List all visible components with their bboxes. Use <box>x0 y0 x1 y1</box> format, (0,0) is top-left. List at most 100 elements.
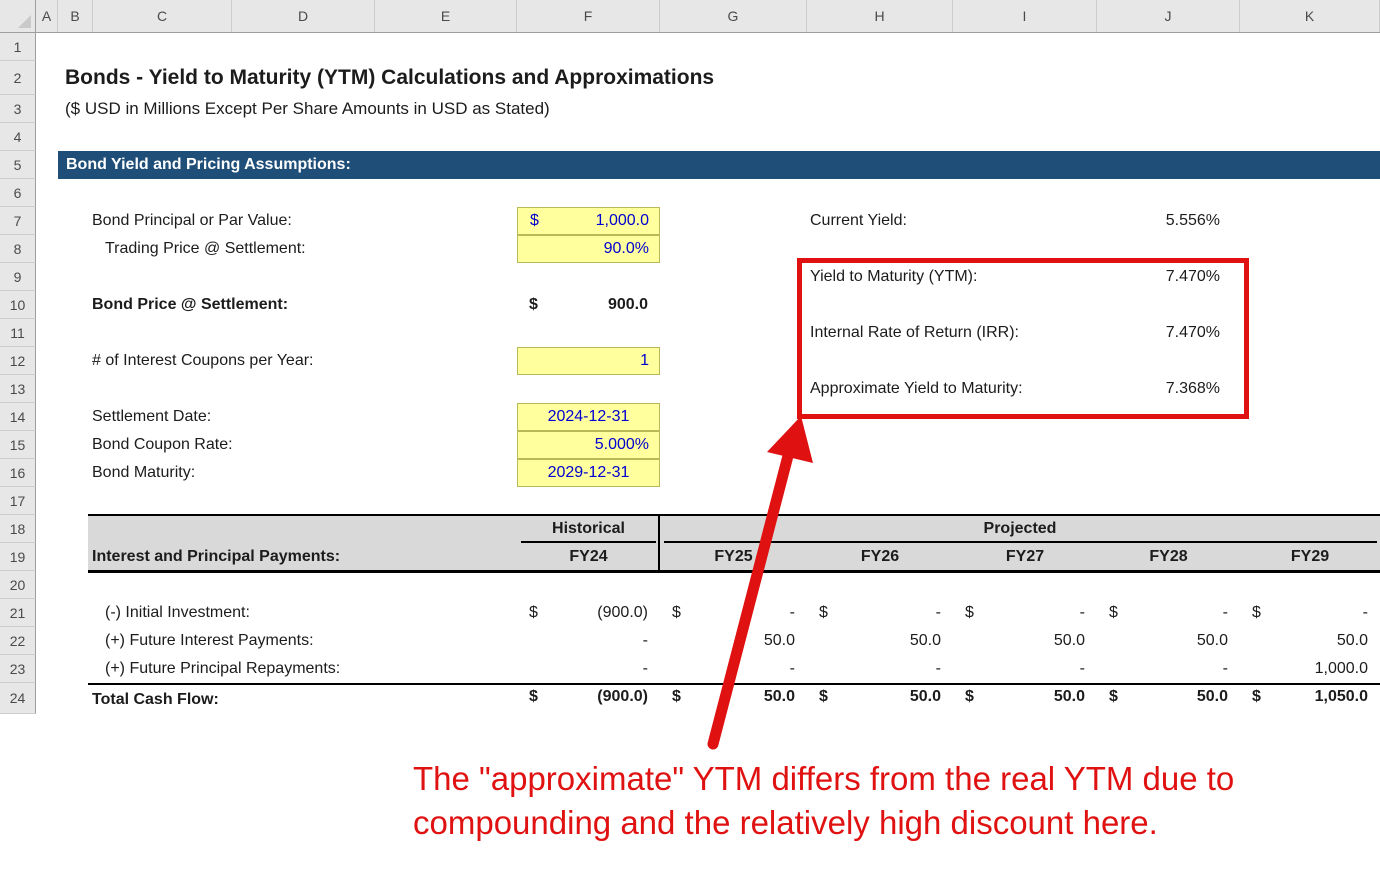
row-header-6[interactable]: 6 <box>0 179 36 207</box>
currency-symbol: $ <box>529 688 538 705</box>
cell-value: - <box>1362 604 1368 621</box>
row-header-4[interactable]: 4 <box>0 123 36 151</box>
table-cell[interactable]: $ - <box>1240 599 1380 627</box>
table-cell[interactable]: - <box>953 655 1097 683</box>
table-cell[interactable]: - <box>660 655 807 683</box>
cell-value: - <box>789 660 795 677</box>
row-header-7[interactable]: 7 <box>0 207 36 235</box>
row-header-11[interactable]: 11 <box>0 319 36 347</box>
row-header-18[interactable]: 18 <box>0 515 36 543</box>
currency-symbol: $ <box>1109 688 1118 705</box>
input-trading-price[interactable]: 90.0% <box>517 235 660 263</box>
row-header-1[interactable]: 1 <box>0 33 36 61</box>
row-header-10[interactable]: 10 <box>0 291 36 319</box>
row-header-8[interactable]: 8 <box>0 235 36 263</box>
table-cell[interactable]: - <box>517 655 660 683</box>
table-cell[interactable]: 50.0 <box>660 627 807 655</box>
cell-value: 50.0 <box>1053 688 1085 705</box>
column-header-E[interactable]: E <box>375 0 517 32</box>
table-cell[interactable]: - <box>517 627 660 655</box>
cell-value: 50.0 <box>909 632 941 649</box>
input-settlement-date[interactable]: 2024-12-31 <box>517 403 660 431</box>
currency-symbol: $ <box>965 604 974 621</box>
row-header-21[interactable]: 21 <box>0 599 36 627</box>
table-cell[interactable]: $ - <box>807 599 953 627</box>
value-ytm[interactable]: 7.470% <box>1165 268 1220 285</box>
row-header-24[interactable]: 24 <box>0 683 36 714</box>
input-bond-maturity[interactable]: 2029-12-31 <box>517 459 660 487</box>
cell-value: (900.0) <box>597 688 648 705</box>
column-header-A[interactable]: A <box>36 0 58 32</box>
cell-value: 50.0 <box>909 688 941 705</box>
row-header-22[interactable]: 22 <box>0 627 36 655</box>
select-all-corner[interactable] <box>0 0 36 33</box>
currency-symbol: $ <box>819 604 828 621</box>
table-cell[interactable]: $50.0 <box>1097 683 1240 711</box>
table-cell[interactable]: 50.0 <box>1097 627 1240 655</box>
column-header-K[interactable]: K <box>1240 0 1380 32</box>
row-header-3[interactable]: 3 <box>0 95 36 123</box>
cell-value: 2029-12-31 <box>547 464 630 481</box>
column-header-H[interactable]: H <box>807 0 953 32</box>
currency-symbol: $ <box>672 604 681 621</box>
column-header-B[interactable]: B <box>58 0 93 32</box>
label-ytm: Yield to Maturity (YTM): <box>810 268 978 285</box>
value-approx-ytm[interactable]: 7.368% <box>1165 380 1220 397</box>
row-header-17[interactable]: 17 <box>0 487 36 515</box>
column-header-J[interactable]: J <box>1097 0 1240 32</box>
label-coupon-rate: Bond Coupon Rate: <box>92 436 233 453</box>
row-header-15[interactable]: 15 <box>0 431 36 459</box>
table-cell[interactable]: $ - <box>660 599 807 627</box>
column-header-I[interactable]: I <box>953 0 1097 32</box>
cell-value: 1 <box>640 352 649 369</box>
table-cell[interactable]: 1,000.0 <box>1240 655 1380 683</box>
column-header-fy25: FY25 <box>714 548 753 565</box>
row-header-16[interactable]: 16 <box>0 459 36 487</box>
label-irr: Internal Rate of Return (IRR): <box>810 324 1019 341</box>
table-cell[interactable]: 50.0 <box>1240 627 1380 655</box>
table-cell[interactable]: - <box>1097 655 1240 683</box>
historical-underline <box>521 541 656 543</box>
row-header-12[interactable]: 12 <box>0 347 36 375</box>
historical-header: Historical <box>552 520 625 537</box>
currency-symbol: $ <box>1109 604 1118 621</box>
label-approx-ytm: Approximate Yield to Maturity: <box>810 380 1023 397</box>
row-header-20[interactable]: 20 <box>0 571 36 599</box>
table-cell[interactable]: $ - <box>953 599 1097 627</box>
cell-value: - <box>1222 660 1228 677</box>
table-cell[interactable]: $50.0 <box>953 683 1097 711</box>
table-cell[interactable]: $50.0 <box>660 683 807 711</box>
row-header-5[interactable]: 5 <box>0 151 36 179</box>
projected-underline <box>664 541 1377 543</box>
value-irr[interactable]: 7.470% <box>1165 324 1220 341</box>
column-header-C[interactable]: C <box>93 0 232 32</box>
column-header-F[interactable]: F <box>517 0 660 32</box>
sheet-title: Bonds - Yield to Maturity (YTM) Calculat… <box>65 66 715 89</box>
input-coupons-per-year[interactable]: 1 <box>517 347 660 375</box>
table-cell[interactable]: 50.0 <box>953 627 1097 655</box>
column-header-D[interactable]: D <box>232 0 375 32</box>
row-header-2[interactable]: 2 <box>0 61 36 95</box>
row-header-14[interactable]: 14 <box>0 403 36 431</box>
row-header-13[interactable]: 13 <box>0 375 36 403</box>
column-header-G[interactable]: G <box>660 0 807 32</box>
cell-bond-price[interactable]: $ 900.0 <box>517 291 660 319</box>
row-header-9[interactable]: 9 <box>0 263 36 291</box>
input-coupon-rate[interactable]: 5.000% <box>517 431 660 459</box>
table-cell[interactable]: - <box>807 655 953 683</box>
row-header-23[interactable]: 23 <box>0 655 36 683</box>
table-cell[interactable]: $1,050.0 <box>1240 683 1380 711</box>
table-cell[interactable]: $50.0 <box>807 683 953 711</box>
row-header-19[interactable]: 19 <box>0 543 36 571</box>
label-bond-principal: Bond Principal or Par Value: <box>92 212 292 229</box>
table-cell[interactable]: 50.0 <box>807 627 953 655</box>
table-cell[interactable]: $ (900.0) <box>517 683 660 711</box>
row-label-principal-repayments: (+) Future Principal Repayments: <box>105 660 341 677</box>
table-cell[interactable]: $ - <box>1097 599 1240 627</box>
table-cell[interactable]: $ (900.0) <box>517 599 660 627</box>
value-current-yield[interactable]: 5.556% <box>1165 212 1220 229</box>
currency-symbol: $ <box>530 212 539 229</box>
input-bond-principal[interactable]: $ 1,000.0 <box>517 207 660 235</box>
